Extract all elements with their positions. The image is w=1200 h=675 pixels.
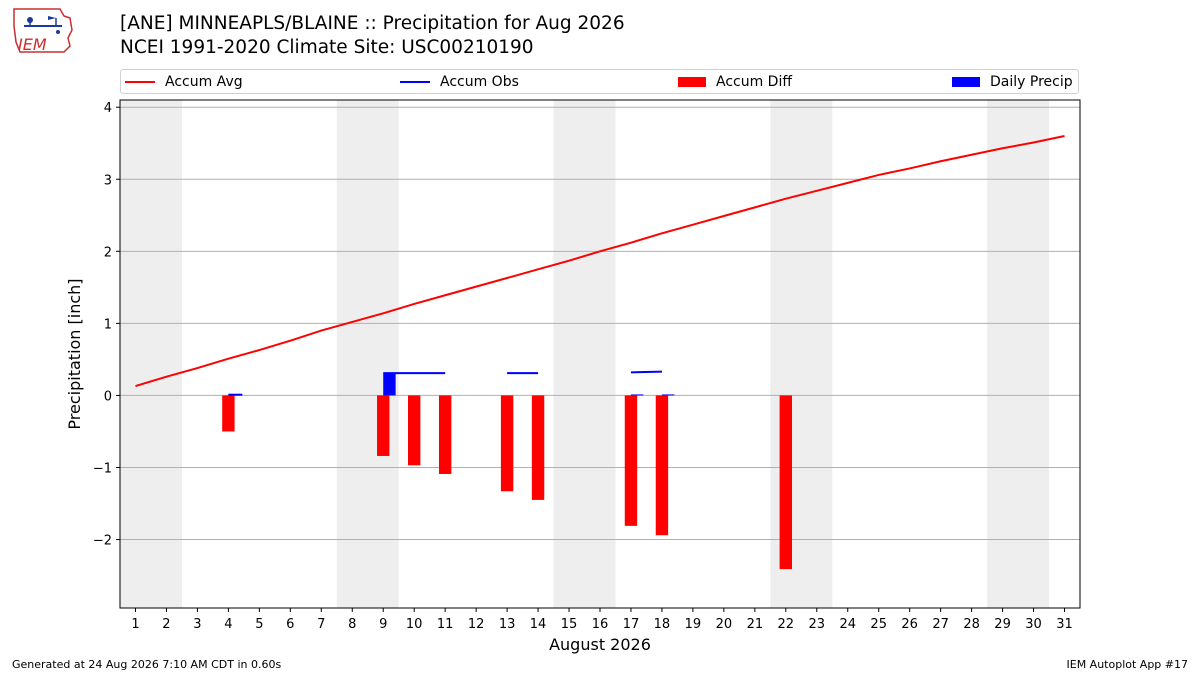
x-tick-label-30: 30 xyxy=(1025,617,1042,632)
x-tick-label-19: 19 xyxy=(685,617,702,632)
x-tick-label-1: 1 xyxy=(131,617,139,632)
x-tick-label-9: 9 xyxy=(379,617,387,632)
accum-avg-line xyxy=(135,135,1065,388)
y-tick-label-5: 3 xyxy=(104,173,112,188)
x-tick-label-25: 25 xyxy=(870,617,887,632)
legend-label-accum-avg: Accum Avg xyxy=(165,74,243,90)
x-tick-label-28: 28 xyxy=(963,617,980,632)
x-tick-label-12: 12 xyxy=(468,617,485,632)
accum-diff-bar-day-22 xyxy=(779,395,792,570)
accum-diff-bar-day-17 xyxy=(624,395,638,526)
accum-avg-line-path xyxy=(135,135,1065,388)
y-tick-label-1: −1 xyxy=(93,461,112,476)
x-tick-label-29: 29 xyxy=(994,617,1011,632)
legend-item-daily-precip: Daily Precip xyxy=(952,73,1073,91)
x-tick-label-2: 2 xyxy=(162,617,170,632)
legend-swatch-accum-avg xyxy=(125,81,155,83)
y-tick-label-6: 4 xyxy=(104,101,112,116)
accum-diff-bar-day-13 xyxy=(500,395,514,492)
legend-item-accum-obs: Accum Obs xyxy=(400,73,519,91)
accum-diff-bars xyxy=(222,395,792,570)
legend-swatch-daily-precip xyxy=(952,77,980,87)
weekend-shade-0 xyxy=(120,100,182,608)
x-axis-label: August 2026 xyxy=(549,635,651,654)
autoplot-credit: IEM Autoplot App #17 xyxy=(1066,658,1189,671)
x-tick-label-22: 22 xyxy=(778,617,795,632)
accum-diff-bar-day-10 xyxy=(408,395,421,466)
x-tick-label-13: 13 xyxy=(499,617,516,632)
x-tick-label-6: 6 xyxy=(286,617,294,632)
x-tick-label-20: 20 xyxy=(716,617,733,632)
chart-title: [ANE] MINNEAPLS/BLAINE :: Precipitation … xyxy=(120,12,625,60)
accum-obs-segment-3 xyxy=(630,370,662,374)
x-tick-label-14: 14 xyxy=(530,617,547,632)
accum-diff-bar-day-14 xyxy=(531,395,545,500)
y-axis-label: Precipitation [inch] xyxy=(65,278,84,429)
x-tick-label-4: 4 xyxy=(224,617,232,632)
x-tick-label-7: 7 xyxy=(317,617,325,632)
accum-diff-bar-day-11 xyxy=(438,395,452,474)
legend-swatch-accum-diff xyxy=(678,77,706,87)
legend-label-daily-precip: Daily Precip xyxy=(990,74,1073,90)
x-tick-label-8: 8 xyxy=(348,617,356,632)
generated-timestamp: Generated at 24 Aug 2026 7:10 AM CDT in … xyxy=(12,658,282,671)
y-tick-label-0: −2 xyxy=(93,534,112,549)
x-tick-label-16: 16 xyxy=(592,617,609,632)
y-tick-label-2: 0 xyxy=(104,389,112,404)
y-axis-ticks: −2 −1 0 1 2 3 4 xyxy=(93,101,120,549)
daily-precip-bar-day-17 xyxy=(630,394,644,396)
x-tick-label-3: 3 xyxy=(193,617,201,632)
accum-diff-bar-day-18 xyxy=(655,395,669,536)
weekend-shade-4 xyxy=(987,100,1050,608)
legend-item-accum-diff: Accum Diff xyxy=(678,73,792,91)
weekend-shading xyxy=(120,100,1050,608)
iem-logo: IEM xyxy=(13,8,73,54)
x-tick-label-15: 15 xyxy=(561,617,578,632)
legend-label-accum-diff: Accum Diff xyxy=(716,74,793,90)
accum-diff-bar-day-9 xyxy=(377,395,390,456)
title-line-2: NCEI 1991-2020 Climate Site: USC00210190 xyxy=(120,37,534,58)
legend-swatch-accum-obs xyxy=(400,81,430,83)
logo-text: IEM xyxy=(18,35,47,54)
x-tick-label-21: 21 xyxy=(747,617,764,632)
x-tick-label-27: 27 xyxy=(932,617,949,632)
x-tick-label-23: 23 xyxy=(809,617,826,632)
legend-label-accum-obs: Accum Obs xyxy=(440,74,519,90)
x-tick-label-18: 18 xyxy=(654,617,671,632)
accum-obs-lines xyxy=(228,370,662,396)
x-tick-label-17: 17 xyxy=(623,617,640,632)
weekend-shade-2 xyxy=(553,100,616,608)
accum-diff-bar-day-4 xyxy=(222,395,235,432)
legend-item-accum-avg: Accum Avg xyxy=(125,73,243,91)
daily-precip-bar-day-18 xyxy=(661,394,675,396)
x-tick-label-11: 11 xyxy=(437,617,454,632)
title-line-1: [ANE] MINNEAPLS/BLAINE :: Precipitation … xyxy=(120,13,625,34)
x-tick-label-5: 5 xyxy=(255,617,263,632)
chart-legend: Accum Avg Accum Obs Accum Diff Daily Pre… xyxy=(120,69,1079,94)
y-tick-label-4: 2 xyxy=(104,245,112,260)
y-tick-label-3: 1 xyxy=(104,317,112,332)
daily-precip-bar-day-9 xyxy=(383,373,396,396)
x-tick-label-31: 31 xyxy=(1056,617,1073,632)
x-tick-label-10: 10 xyxy=(406,617,423,632)
x-axis-ticks: 1 2 3 4 5 6 7 8 9 10 11 12 13 14 15 16 17 18 19 20 21 22 23 24 2… xyxy=(131,608,1073,632)
x-tick-label-24: 24 xyxy=(839,617,856,632)
weekend-shade-1 xyxy=(336,100,399,608)
x-tick-label-26: 26 xyxy=(901,617,918,632)
